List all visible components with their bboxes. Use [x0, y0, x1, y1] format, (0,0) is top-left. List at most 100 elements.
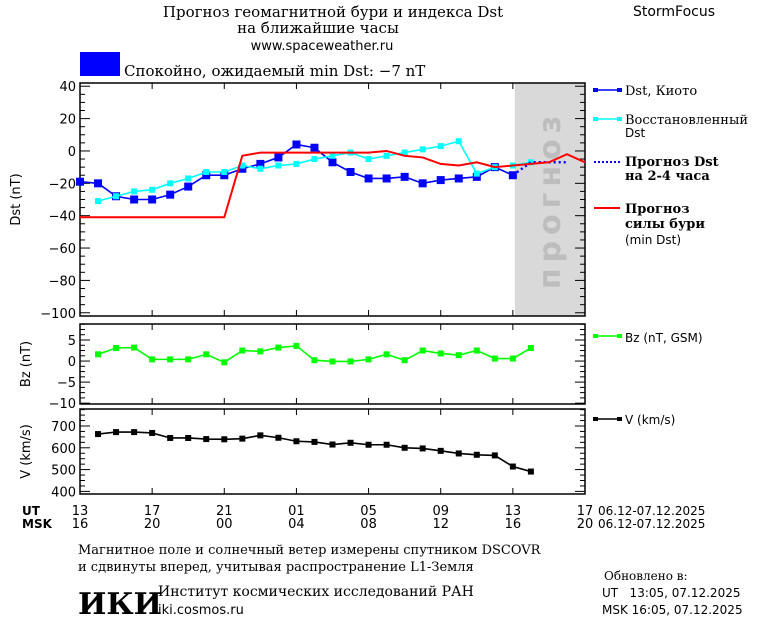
data-point [113, 345, 120, 351]
data-point [275, 434, 282, 441]
legend: Dst, Киото Восстановленный Dst Прогноз D… [593, 84, 748, 427]
y-tick-label: −60 [49, 242, 76, 257]
updated-msk: MSK 16:05, 07.12.2025 [602, 603, 743, 617]
data-point [149, 186, 156, 193]
data-point [419, 347, 426, 354]
data-point [256, 159, 265, 168]
data-point [76, 177, 84, 186]
data-point [184, 182, 193, 191]
data-point [473, 347, 480, 354]
data-point [131, 429, 138, 436]
data-point [149, 429, 156, 436]
data-point [185, 175, 192, 182]
data-point [400, 172, 409, 181]
data-point [239, 347, 246, 354]
data-point [94, 179, 103, 188]
y-tick-label: 40 [59, 80, 76, 95]
legend-forecast-2: на 2-4 часа [625, 169, 710, 184]
ut-tick-label: 17 [144, 504, 161, 519]
data-point [527, 345, 534, 351]
msk-tick-label: 12 [432, 517, 449, 532]
data-point [167, 356, 174, 363]
data-point [185, 356, 192, 363]
legend-dst-restored-2: Dst [625, 126, 645, 140]
data-point [131, 188, 138, 195]
legend-storm-1: Прогноз [625, 202, 690, 217]
data-point [509, 463, 516, 470]
data-point [491, 355, 498, 362]
plot-frame [79, 408, 586, 495]
data-point [473, 170, 480, 177]
footer-note-2: и сдвинуты вперед, учитывая распростране… [78, 560, 474, 575]
y-tick-label: 500 [51, 464, 76, 479]
data-point [365, 441, 372, 448]
data-point [238, 164, 247, 173]
msk-tick-label: 20 [144, 517, 161, 532]
legend-bz: Bz (nT, GSM) [625, 331, 703, 345]
data-point [365, 356, 372, 363]
y-tick-label: 700 [51, 420, 76, 435]
legend-forecast-1: Прогноз Dst [625, 155, 719, 170]
y-tick-label: −10 [49, 397, 76, 412]
ut-tick-label: 01 [288, 504, 305, 519]
y-axis-label: V (km/s) [19, 424, 34, 479]
data-point [257, 348, 264, 355]
data-point [347, 358, 354, 365]
data-point [436, 176, 445, 185]
data-point [418, 179, 427, 188]
data-point [239, 435, 246, 442]
data-point [311, 357, 318, 364]
msk-tick-label: 20 [577, 517, 594, 532]
legend-v: V (km/s) [625, 413, 675, 427]
y-tick-label: −5 [57, 376, 76, 391]
data-point [148, 195, 157, 204]
brand-label: StormFocus [633, 4, 715, 20]
y-tick-label: −20 [49, 177, 76, 192]
data-point [455, 450, 462, 457]
data-point [257, 165, 264, 172]
data-point [203, 168, 210, 175]
forecast-zone [514, 83, 585, 316]
msk-tick-label: 00 [216, 517, 233, 532]
data-point [239, 162, 246, 169]
footer-note-1: Магнитное поле и солнечный ветер измерен… [78, 543, 542, 558]
data-point [113, 193, 120, 200]
data-point [419, 445, 426, 452]
msk-tick-label: 16 [505, 517, 522, 532]
data-point [203, 436, 210, 443]
panel-2: 700 600 500 400 V (km/s) [19, 408, 586, 500]
msk-label: MSK [22, 517, 53, 531]
data-point [167, 434, 174, 441]
y-axis-label: Dst (nT) [9, 173, 24, 225]
institute-url[interactable]: iki.cosmos.ru [158, 603, 244, 618]
data-point [202, 171, 211, 180]
site-url[interactable]: www.spaceweather.ru [251, 39, 394, 54]
data-point [95, 198, 102, 205]
data-point [167, 180, 174, 187]
data-point [473, 451, 480, 458]
series-line-V (km/s) [97, 431, 532, 473]
data-point [401, 357, 408, 364]
plot-frame [79, 323, 586, 405]
y-tick-label: 20 [59, 113, 76, 128]
panel-0: прогноз 40 20 0 −20 −40 −60 −80 −100 Dst (nT) [9, 80, 586, 322]
data-point [527, 468, 534, 475]
legend-dst-restored-1: Восстановленный [625, 113, 748, 128]
y-tick-label: −80 [49, 274, 76, 289]
legend-storm-3: (min Dst) [625, 233, 681, 247]
data-point [401, 444, 408, 451]
updated-label: Обновлено в: [604, 569, 688, 583]
data-point [293, 342, 300, 349]
msk-tick-label: 16 [72, 517, 89, 532]
ut-tick-label: 17 [577, 504, 594, 519]
data-point [383, 152, 390, 159]
ut-date: 06.12-07.12.2025 [598, 504, 705, 518]
ut-tick-label: 21 [216, 504, 233, 519]
data-point [293, 438, 300, 445]
y-axis-label: Bz (nT) [19, 341, 34, 387]
y-tick-label: 400 [51, 485, 76, 500]
data-point [310, 143, 319, 152]
data-point [455, 352, 462, 359]
data-point [274, 153, 283, 162]
